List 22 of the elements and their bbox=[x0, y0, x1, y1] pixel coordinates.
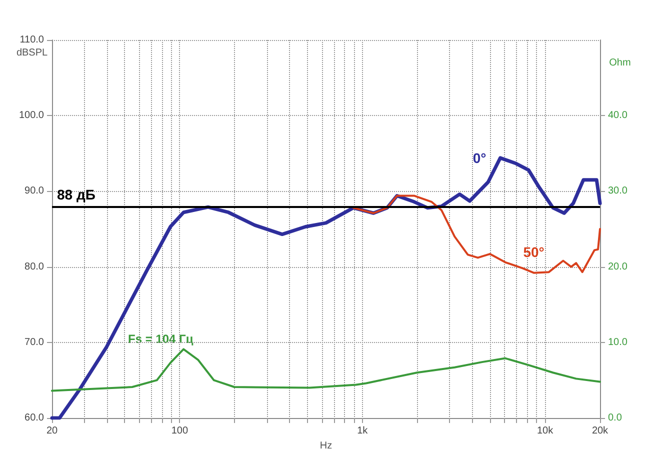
x-tick-label: 100 bbox=[171, 426, 188, 436]
y-axis-title: dBSPL bbox=[16, 48, 48, 58]
y2-tick-label: 40.0 bbox=[608, 110, 628, 122]
y-tick-label: 100.0 bbox=[18, 110, 44, 122]
x-tick-label: 1k bbox=[357, 426, 369, 436]
series-label: 50° bbox=[523, 244, 544, 260]
x-tick-label: 20k bbox=[592, 426, 610, 436]
y2-tick-label: 30.0 bbox=[608, 186, 628, 197]
y-tick-label: 60.0 bbox=[24, 412, 44, 424]
y-tick-label: 70.0 bbox=[24, 336, 44, 348]
y-tick-label: 110.0 bbox=[20, 34, 44, 46]
y2-tick-label: 10.0 bbox=[608, 336, 628, 348]
y2-tick-label: 20.0 bbox=[608, 261, 628, 272]
x-tick-label: 10k bbox=[536, 426, 554, 436]
ref-line-label: 88 дБ bbox=[57, 186, 96, 202]
x-axis-title: Hz bbox=[320, 440, 332, 452]
y2-axis-title: Ohm bbox=[609, 58, 631, 68]
y2-tick-label: 0.0 bbox=[608, 412, 622, 424]
y-tick-label: 80.0 bbox=[24, 261, 44, 272]
x-tick-label: 20 bbox=[46, 426, 58, 436]
series-label: 0° bbox=[472, 150, 486, 166]
y-tick-label: 90.0 bbox=[24, 186, 44, 197]
